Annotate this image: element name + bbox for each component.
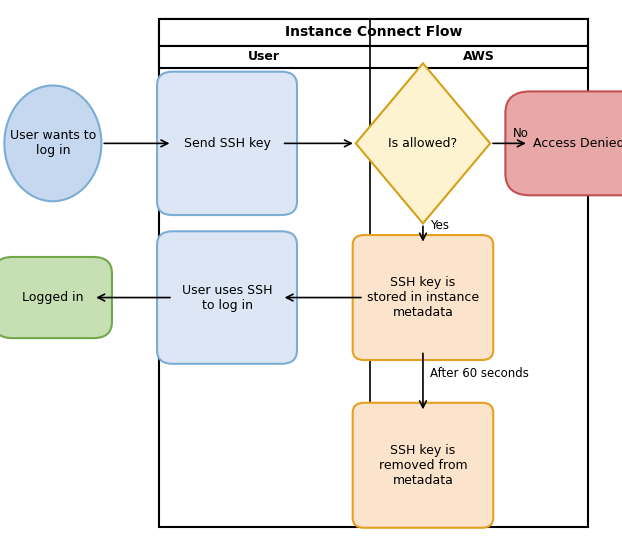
Text: After 60 seconds: After 60 seconds (430, 367, 529, 380)
Text: Logged in: Logged in (22, 291, 83, 304)
FancyBboxPatch shape (157, 232, 297, 364)
Text: SSH key is
removed from
metadata: SSH key is removed from metadata (379, 444, 467, 487)
Text: Instance Connect Flow: Instance Connect Flow (284, 25, 462, 39)
Polygon shape (356, 63, 490, 223)
FancyBboxPatch shape (0, 257, 112, 338)
FancyBboxPatch shape (157, 72, 297, 215)
Text: Access Denied: Access Denied (532, 137, 622, 150)
Ellipse shape (4, 85, 101, 201)
FancyBboxPatch shape (353, 235, 493, 360)
Text: User uses SSH
to log in: User uses SSH to log in (182, 283, 272, 312)
Text: Send SSH key: Send SSH key (183, 137, 271, 150)
Text: AWS: AWS (463, 50, 495, 63)
Text: Yes: Yes (430, 219, 450, 233)
FancyBboxPatch shape (159, 19, 588, 46)
FancyBboxPatch shape (505, 91, 622, 195)
Text: User wants to
log in: User wants to log in (10, 129, 96, 157)
FancyBboxPatch shape (159, 46, 588, 68)
Text: Is allowed?: Is allowed? (388, 137, 458, 150)
Text: User: User (248, 50, 281, 63)
Text: No: No (513, 127, 529, 140)
Text: SSH key is
stored in instance
metadata: SSH key is stored in instance metadata (367, 276, 479, 319)
FancyBboxPatch shape (353, 403, 493, 528)
FancyBboxPatch shape (159, 19, 588, 527)
